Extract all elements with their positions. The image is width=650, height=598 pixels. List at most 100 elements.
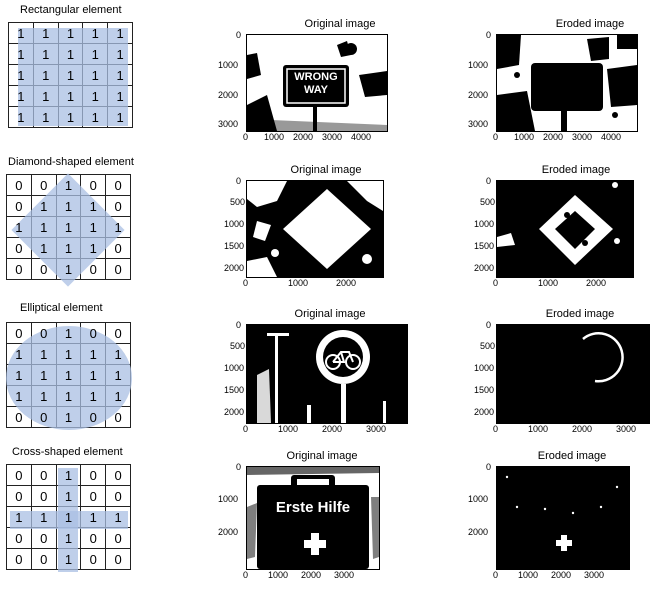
image-axes	[496, 180, 634, 278]
matrix-cell: 1	[57, 85, 84, 107]
matrix-cell: 0	[105, 406, 131, 428]
matrix-cell: 1	[8, 106, 34, 128]
panel-title: Eroded image	[541, 164, 611, 176]
matrix-cell: 1	[80, 216, 107, 238]
matrix-cell: 1	[55, 343, 82, 365]
matrix-cell: 1	[57, 22, 84, 44]
matrix-cell: 1	[30, 364, 57, 386]
y-tick: 1000	[474, 219, 495, 229]
matrix-cell: 0	[105, 464, 131, 486]
matrix-cell: 1	[55, 258, 82, 280]
y-tick: 2000	[468, 527, 489, 537]
matrix-cell: 0	[30, 527, 57, 549]
matrix-cell: 0	[30, 406, 57, 428]
x-tick: 2000	[336, 278, 357, 288]
panel-title: Original image	[290, 164, 362, 176]
x-tick: 2000	[551, 570, 572, 580]
x-tick: 0	[493, 570, 499, 580]
y-tick: 0	[236, 176, 242, 186]
matrix-cell: 1	[107, 85, 133, 107]
panel-title: Eroded image	[555, 18, 625, 30]
x-tick: 1000	[514, 132, 535, 142]
matrix-cell: 0	[30, 322, 57, 344]
panel-title: Original image	[304, 18, 376, 30]
matrix-cell: 1	[6, 385, 32, 407]
matrix-cell: 0	[105, 527, 131, 549]
matrix-cell: 1	[82, 22, 109, 44]
matrix-cell: 0	[6, 464, 32, 486]
matrix-cell: 1	[55, 527, 82, 549]
matrix-cell: 0	[6, 406, 32, 428]
x-tick: 2000	[586, 278, 607, 288]
y-tick: 0	[486, 176, 492, 186]
matrix-cell: 1	[82, 64, 109, 86]
y-tick: 0	[486, 462, 492, 472]
panel-title: Eroded image	[545, 308, 615, 320]
eroded-diamond-image	[497, 181, 633, 277]
x-tick: 2000	[293, 132, 314, 142]
matrix-cell: 1	[55, 322, 82, 344]
image-axes: WRONG WAY	[246, 34, 388, 132]
sign-text: WRONG WAY	[294, 71, 338, 96]
eroded-bicycle-image	[497, 325, 650, 423]
matrix-cell: 0	[6, 237, 32, 259]
y-tick: 1000	[218, 494, 239, 504]
x-tick: 2000	[572, 424, 593, 434]
x-tick: 0	[493, 278, 499, 288]
y-tick: 1500	[224, 385, 245, 395]
matrix-cell: 1	[55, 174, 82, 196]
wrong-way-sign-image	[247, 35, 387, 131]
x-tick: 3000	[572, 132, 593, 142]
y-tick: 2000	[474, 407, 495, 417]
y-tick: 1000	[468, 60, 489, 70]
matrix-cell: 1	[32, 43, 59, 65]
matrix-cell: 0	[80, 322, 107, 344]
matrix-cell: 1	[105, 343, 131, 365]
matrix-cell: 1	[30, 343, 57, 365]
matrix-cell: 0	[80, 464, 107, 486]
matrix-cell: 1	[6, 506, 32, 528]
matrix-cell: 1	[107, 64, 133, 86]
y-tick: 3000	[218, 119, 239, 129]
matrix-cell: 1	[107, 22, 133, 44]
matrix-cell: 1	[55, 364, 82, 386]
bicycle-sign-image	[247, 325, 407, 423]
x-tick: 2000	[322, 424, 343, 434]
panel-title: Eroded image	[537, 450, 607, 462]
matrix-cell: 1	[32, 64, 59, 86]
matrix-cell: 0	[30, 174, 57, 196]
matrix-cell: 1	[80, 364, 107, 386]
matrix-cell: 1	[107, 106, 133, 128]
image-axes	[496, 324, 650, 424]
x-tick: 2000	[543, 132, 564, 142]
matrix-cell: 1	[80, 343, 107, 365]
matrix-cell: 1	[55, 548, 82, 570]
matrix-cell: 1	[32, 85, 59, 107]
element-title: Diamond-shaped element	[8, 156, 134, 168]
matrix-cell: 0	[30, 485, 57, 507]
matrix-cell: 1	[82, 43, 109, 65]
matrix-cell: 1	[55, 195, 82, 217]
matrix-cell: 1	[80, 385, 107, 407]
y-tick: 2000	[224, 263, 245, 273]
matrix-cell: 0	[30, 464, 57, 486]
matrix-cell: 1	[8, 64, 34, 86]
matrix-cell: 0	[80, 548, 107, 570]
x-tick: 3000	[584, 570, 605, 580]
y-tick: 1000	[224, 219, 245, 229]
matrix-cell: 0	[6, 195, 32, 217]
matrix-cell: 1	[8, 85, 34, 107]
matrix-cell: 1	[55, 385, 82, 407]
element-title: Cross-shaped element	[12, 446, 123, 458]
matrix-cell: 0	[30, 258, 57, 280]
matrix-cell: 0	[80, 258, 107, 280]
matrix-cell: 1	[32, 106, 59, 128]
y-tick: 0	[236, 320, 242, 330]
matrix-cell: 1	[57, 106, 84, 128]
matrix-cell: 1	[30, 216, 57, 238]
y-tick: 1500	[224, 241, 245, 251]
first-aid-box-image	[247, 467, 379, 569]
matrix-cell: 0	[80, 527, 107, 549]
